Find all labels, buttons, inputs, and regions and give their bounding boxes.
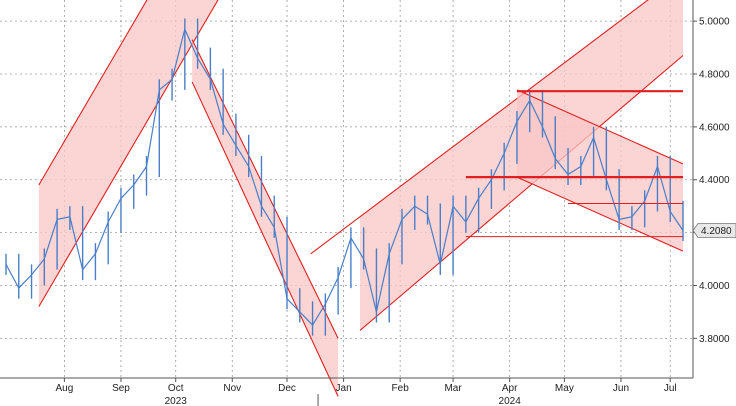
x-tick-label: Feb [392,383,410,394]
y-tick-label: 4.8000 [699,70,730,81]
x-tick-label: Sep [112,383,130,394]
last-value-marker: 4.2080 [692,223,736,238]
channel-lower-line [191,39,339,339]
grid-layer [0,0,693,378]
channel-upper-line [516,89,684,165]
y-tick-label: 5.0000 [699,17,730,28]
x-tick-label: Dec [278,383,296,394]
axes [0,0,694,379]
x-tick-label: Jun [613,383,629,394]
channel-lower-line [38,0,219,307]
last-value-label: 4.2080 [701,226,732,237]
year-label: 2023 [165,396,188,406]
channel-lower-line [516,176,684,252]
price-line [5,28,684,326]
last-value-flag [692,223,736,238]
x-tick-label: Jan [336,383,352,394]
x-tick-label: Nov [223,383,241,394]
year-label: 2024 [499,396,522,406]
y-tick-label: 3.8000 [699,334,730,345]
horizontal-levels [465,90,683,238]
channel-upper-line [191,81,339,397]
x-tick-label: Aug [55,383,73,394]
x-tick-label: May [555,383,574,394]
x-tick-label: Oct [168,383,184,394]
x-tick-label: Mar [444,383,462,394]
x-tick-label: Apr [502,383,518,394]
y-tick-label: 4.0000 [699,281,730,292]
channel-upper-line [310,0,649,255]
x-tick-label: Jul [664,383,677,394]
y-tick-label: 4.6000 [699,122,730,133]
channel-lower-line [359,55,684,331]
series-layer [5,18,684,336]
channel-fill [516,89,683,252]
channel-upper-line [38,0,148,186]
y-tick-label: 4.4000 [699,175,730,186]
channel-fill [192,39,339,397]
x-axis-ticks: Aug Sep Oct Nov Dec Jan Feb Mar Apr May Jun Jul 2023… [55,378,677,406]
